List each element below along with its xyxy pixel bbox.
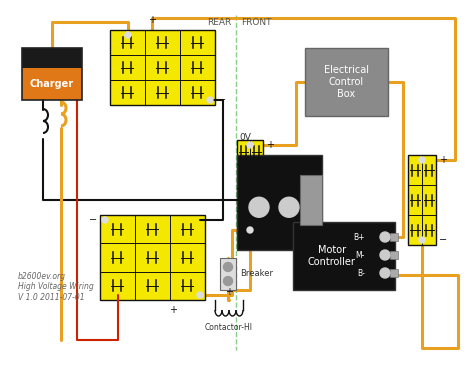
Text: +: +	[266, 225, 274, 235]
Text: −: −	[89, 215, 97, 225]
Text: REAR: REAR	[207, 18, 231, 27]
Text: +: +	[225, 287, 233, 297]
Bar	[22, 48, 82, 68]
Text: Motor
Controller: Motor Controller	[308, 245, 356, 267]
Text: Contactor-HI: Contactor-HI	[205, 323, 253, 332]
Text: Breaker: Breaker	[240, 269, 273, 279]
Circle shape	[247, 142, 253, 148]
Circle shape	[247, 227, 253, 233]
Text: Electrical
Control
Box: Electrical Control Box	[324, 66, 369, 98]
Circle shape	[419, 237, 425, 243]
Bar	[22, 68, 82, 100]
Bar	[390, 233, 398, 241]
Bar	[305, 48, 388, 116]
Bar	[237, 140, 263, 235]
Text: +: +	[170, 305, 177, 315]
Bar	[220, 258, 236, 290]
Text: −: −	[218, 95, 226, 105]
Circle shape	[380, 250, 390, 260]
Text: +: +	[439, 155, 447, 165]
Text: 0V: 0V	[239, 132, 251, 142]
Circle shape	[207, 97, 213, 103]
Bar	[22, 48, 82, 100]
Bar	[408, 155, 436, 245]
Circle shape	[380, 268, 390, 278]
Text: B-: B-	[357, 269, 365, 277]
Text: M-: M-	[356, 250, 365, 259]
Circle shape	[102, 217, 108, 223]
Circle shape	[224, 262, 233, 272]
Text: −: −	[439, 235, 447, 245]
Bar	[100, 215, 205, 300]
Circle shape	[197, 292, 203, 298]
Circle shape	[279, 197, 299, 217]
Text: B+: B+	[354, 232, 365, 242]
Text: +: +	[148, 15, 156, 25]
Circle shape	[125, 32, 131, 38]
Bar	[390, 269, 398, 277]
Bar	[110, 30, 215, 105]
Text: b2600ev.org
High Voltage Wiring
V 1.0 2011-07-01: b2600ev.org High Voltage Wiring V 1.0 20…	[18, 272, 94, 302]
Circle shape	[224, 277, 233, 285]
Bar	[237, 155, 322, 250]
Circle shape	[249, 197, 269, 217]
Circle shape	[419, 157, 425, 163]
Text: FRONT: FRONT	[241, 18, 272, 27]
Bar	[293, 222, 395, 290]
Bar	[390, 251, 398, 259]
Circle shape	[380, 232, 390, 242]
Text: +: +	[266, 140, 274, 150]
Text: Charger: Charger	[30, 79, 74, 89]
Bar	[300, 175, 322, 225]
